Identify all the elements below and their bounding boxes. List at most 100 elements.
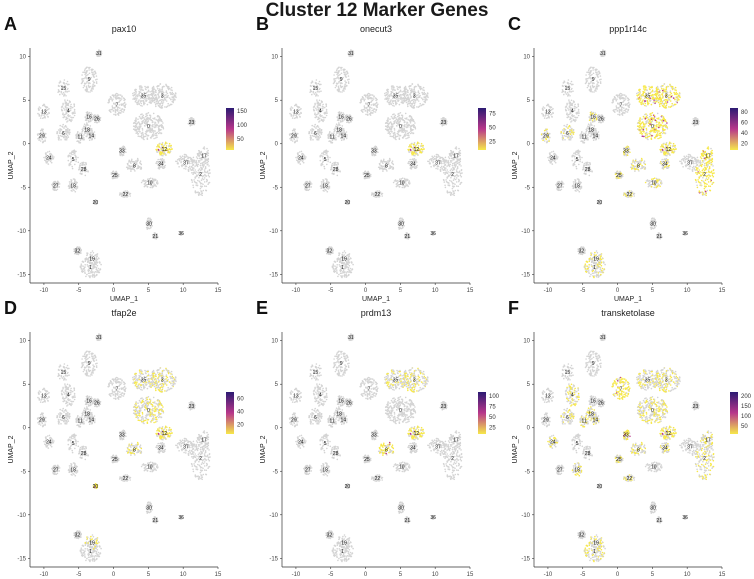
cluster-label: 17 (705, 438, 711, 444)
cluster-label: 24 (298, 155, 304, 161)
x-tick-label: -10 (292, 288, 301, 294)
y-tick-label: 0 (275, 426, 279, 432)
cluster-label: 1 (89, 549, 92, 555)
y-tick-label: -15 (269, 272, 278, 278)
cluster-label: 34 (410, 446, 416, 452)
x-tick-label: -10 (40, 288, 49, 294)
cluster-label: 23 (441, 120, 447, 126)
y-tick-label: 5 (23, 382, 27, 388)
cluster-label: 31 (348, 335, 354, 341)
cluster-label: 27 (557, 467, 563, 473)
panel-gene-title: pax10 (112, 24, 137, 34)
cluster-label: 8 (385, 163, 388, 169)
x-tick-label: 0 (616, 572, 620, 578)
x-axis-label: UMAP_1 (362, 296, 390, 303)
x-tick-label: 10 (180, 572, 187, 578)
cluster-label: 8 (637, 447, 640, 453)
x-tick-label: -5 (76, 572, 82, 578)
cluster-label: 22 (123, 192, 129, 198)
cluster-label: 37 (435, 161, 441, 167)
cluster-label: 16 (590, 399, 596, 405)
x-tick-label: 0 (364, 572, 368, 578)
cluster-label: 16 (86, 399, 92, 405)
cell-cloud (288, 49, 463, 279)
x-tick-label: 0 (112, 572, 116, 578)
cluster-label: 30 (650, 506, 656, 512)
legend-tick-label: 50 (489, 415, 496, 421)
cluster-label: 35 (141, 94, 147, 100)
cluster-label: 5 (324, 441, 327, 447)
cell-cloud (36, 333, 211, 563)
cluster-label: 24 (46, 439, 52, 445)
y-tick-label: 0 (527, 142, 531, 148)
legend-tick-label: 40 (741, 131, 748, 137)
cluster-label: 10 (651, 181, 657, 187)
legend-tick-label: 25 (489, 426, 496, 432)
cluster-label: 2 (451, 172, 454, 178)
cluster-label: 10 (147, 181, 153, 187)
y-tick-label: -15 (17, 272, 26, 278)
cluster-label: 36 (430, 231, 436, 237)
cluster-label: 19 (89, 540, 95, 546)
legend-tick-label: 25 (489, 140, 496, 146)
cluster-label: 22 (375, 192, 381, 198)
panel-letter: A (4, 14, 17, 34)
cluster-label: 28 (333, 451, 339, 457)
cluster-label: 37 (183, 445, 189, 451)
y-tick-label: -15 (17, 556, 26, 562)
cluster-label: 18 (336, 412, 342, 418)
cluster-label: 5 (576, 441, 579, 447)
panel-gene-title: onecut3 (360, 24, 392, 34)
cluster-label: 25 (364, 173, 370, 179)
cluster-label: 6 (62, 131, 65, 137)
x-tick-label: 5 (147, 288, 151, 294)
cluster-label: 4 (319, 392, 322, 398)
cluster-label: 28 (333, 167, 339, 173)
legend-tick-label: 75 (489, 112, 496, 118)
cluster-label: 11 (330, 419, 335, 425)
cluster-label: 23 (189, 404, 195, 410)
y-tick-label: -10 (521, 229, 530, 235)
cluster-label: 9 (592, 361, 595, 367)
cluster-label: 7 (368, 386, 371, 392)
cluster-label: 3 (665, 378, 668, 384)
y-tick-label: 5 (275, 382, 279, 388)
cluster-label: 27 (53, 467, 59, 473)
cluster-label: 0 (147, 124, 150, 130)
panel-letter: B (256, 14, 269, 34)
cluster-label: 24 (298, 439, 304, 445)
cluster-label: 37 (183, 161, 189, 167)
y-tick-label: -5 (273, 469, 279, 475)
cluster-label: 21 (153, 518, 159, 524)
y-tick-label: -5 (21, 185, 27, 191)
cluster-label: 14 (592, 134, 598, 140)
cluster-label: 2 (199, 172, 202, 178)
cluster-label: 20 (345, 200, 351, 206)
cluster-label: 7 (116, 386, 119, 392)
legend-tick-label: 150 (237, 109, 248, 115)
panel-e: Eprdm13-10-5051015-15-10-50510UMAP_1UMAP… (256, 298, 500, 578)
cluster-label: 16 (86, 115, 92, 121)
cluster-label: 20 (345, 484, 351, 490)
cluster-label: 17 (453, 154, 459, 160)
legend-colorbar (730, 392, 738, 434)
cluster-label: 30 (650, 222, 656, 228)
cluster-label: 0 (399, 124, 402, 130)
cluster-label: 36 (682, 231, 688, 237)
cluster-label: 21 (405, 234, 411, 240)
cluster-label: 8 (133, 447, 136, 453)
y-axis-label: UMAP_2 (260, 151, 267, 179)
cluster-label: 32 (327, 249, 333, 255)
x-tick-label: 15 (719, 288, 726, 294)
x-tick-label: 10 (432, 572, 439, 578)
cluster-label: 33 (119, 433, 125, 439)
y-tick-label: 0 (23, 142, 27, 148)
cluster-label: 17 (705, 154, 711, 160)
x-tick-label: -10 (40, 572, 49, 578)
cluster-label: 0 (651, 408, 654, 414)
cluster-label: 1 (89, 265, 92, 271)
x-tick-label: 0 (112, 288, 116, 294)
